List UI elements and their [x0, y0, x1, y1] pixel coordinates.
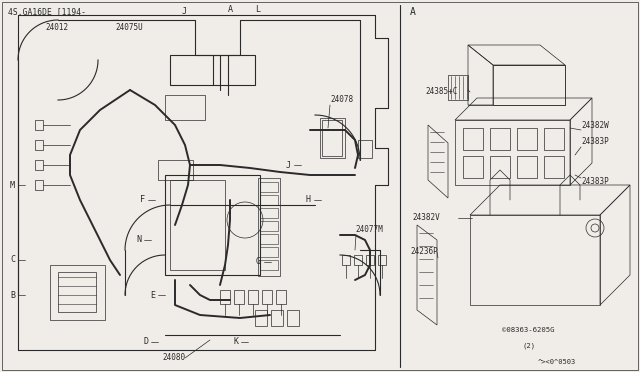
Text: 24236P: 24236P — [410, 247, 438, 257]
Bar — [165, 95, 205, 120]
Text: J: J — [286, 160, 291, 170]
Text: N: N — [136, 235, 141, 244]
Text: (2): (2) — [522, 343, 535, 349]
Text: L: L — [255, 6, 260, 15]
Bar — [358, 140, 372, 158]
Bar — [220, 290, 230, 304]
Text: G: G — [256, 257, 261, 266]
Bar — [35, 140, 43, 150]
Bar — [260, 221, 278, 231]
Text: A: A — [410, 7, 416, 17]
Bar — [490, 156, 510, 178]
Bar — [258, 178, 280, 276]
Bar — [287, 310, 299, 326]
Bar — [255, 310, 267, 326]
Text: J: J — [182, 7, 187, 16]
Text: 24080: 24080 — [162, 353, 185, 362]
Bar — [170, 180, 225, 270]
Bar — [260, 195, 278, 205]
Bar — [463, 156, 483, 178]
Bar — [517, 156, 537, 178]
Bar — [354, 255, 362, 265]
Text: E: E — [150, 291, 155, 299]
Text: 24382W: 24382W — [581, 121, 609, 129]
Bar — [378, 255, 386, 265]
Bar — [463, 128, 483, 150]
Text: F: F — [140, 196, 145, 205]
Text: B: B — [10, 291, 15, 299]
Bar — [260, 234, 278, 244]
Text: 4S.GA16DE [1194-: 4S.GA16DE [1194- — [8, 7, 86, 16]
Bar — [544, 128, 564, 150]
Bar — [50, 265, 105, 320]
Bar — [260, 182, 278, 192]
Bar — [490, 128, 510, 150]
Text: H: H — [306, 196, 311, 205]
Bar — [260, 247, 278, 257]
Bar — [35, 120, 43, 130]
Text: ©08363-6205G: ©08363-6205G — [502, 327, 554, 333]
Bar — [35, 180, 43, 190]
Text: 24075U: 24075U — [115, 23, 143, 32]
Text: 24383P: 24383P — [581, 138, 609, 147]
Text: 24012: 24012 — [45, 23, 68, 32]
Bar — [320, 118, 345, 158]
Text: M: M — [10, 180, 15, 189]
Text: 24382V: 24382V — [412, 214, 440, 222]
Bar — [165, 175, 260, 275]
Bar — [260, 260, 278, 270]
Bar — [262, 290, 272, 304]
Text: 24078: 24078 — [330, 96, 353, 105]
Text: K: K — [233, 337, 238, 346]
Text: 24077M: 24077M — [355, 225, 383, 234]
Bar — [234, 290, 244, 304]
Text: D: D — [143, 337, 148, 346]
Bar — [58, 272, 96, 312]
Bar — [158, 160, 193, 180]
Text: A: A — [228, 6, 233, 15]
Bar — [366, 255, 374, 265]
Bar — [276, 290, 286, 304]
Bar — [517, 128, 537, 150]
Bar — [322, 120, 342, 156]
Bar — [342, 255, 350, 265]
Bar — [35, 160, 43, 170]
Bar — [271, 310, 283, 326]
Bar — [544, 156, 564, 178]
Text: C: C — [10, 256, 15, 264]
Bar — [248, 290, 258, 304]
Text: 24385+C: 24385+C — [425, 87, 458, 96]
Bar — [260, 208, 278, 218]
Text: ^><0^0503: ^><0^0503 — [538, 359, 576, 365]
Text: 24383P: 24383P — [581, 177, 609, 186]
Bar — [170, 55, 255, 85]
